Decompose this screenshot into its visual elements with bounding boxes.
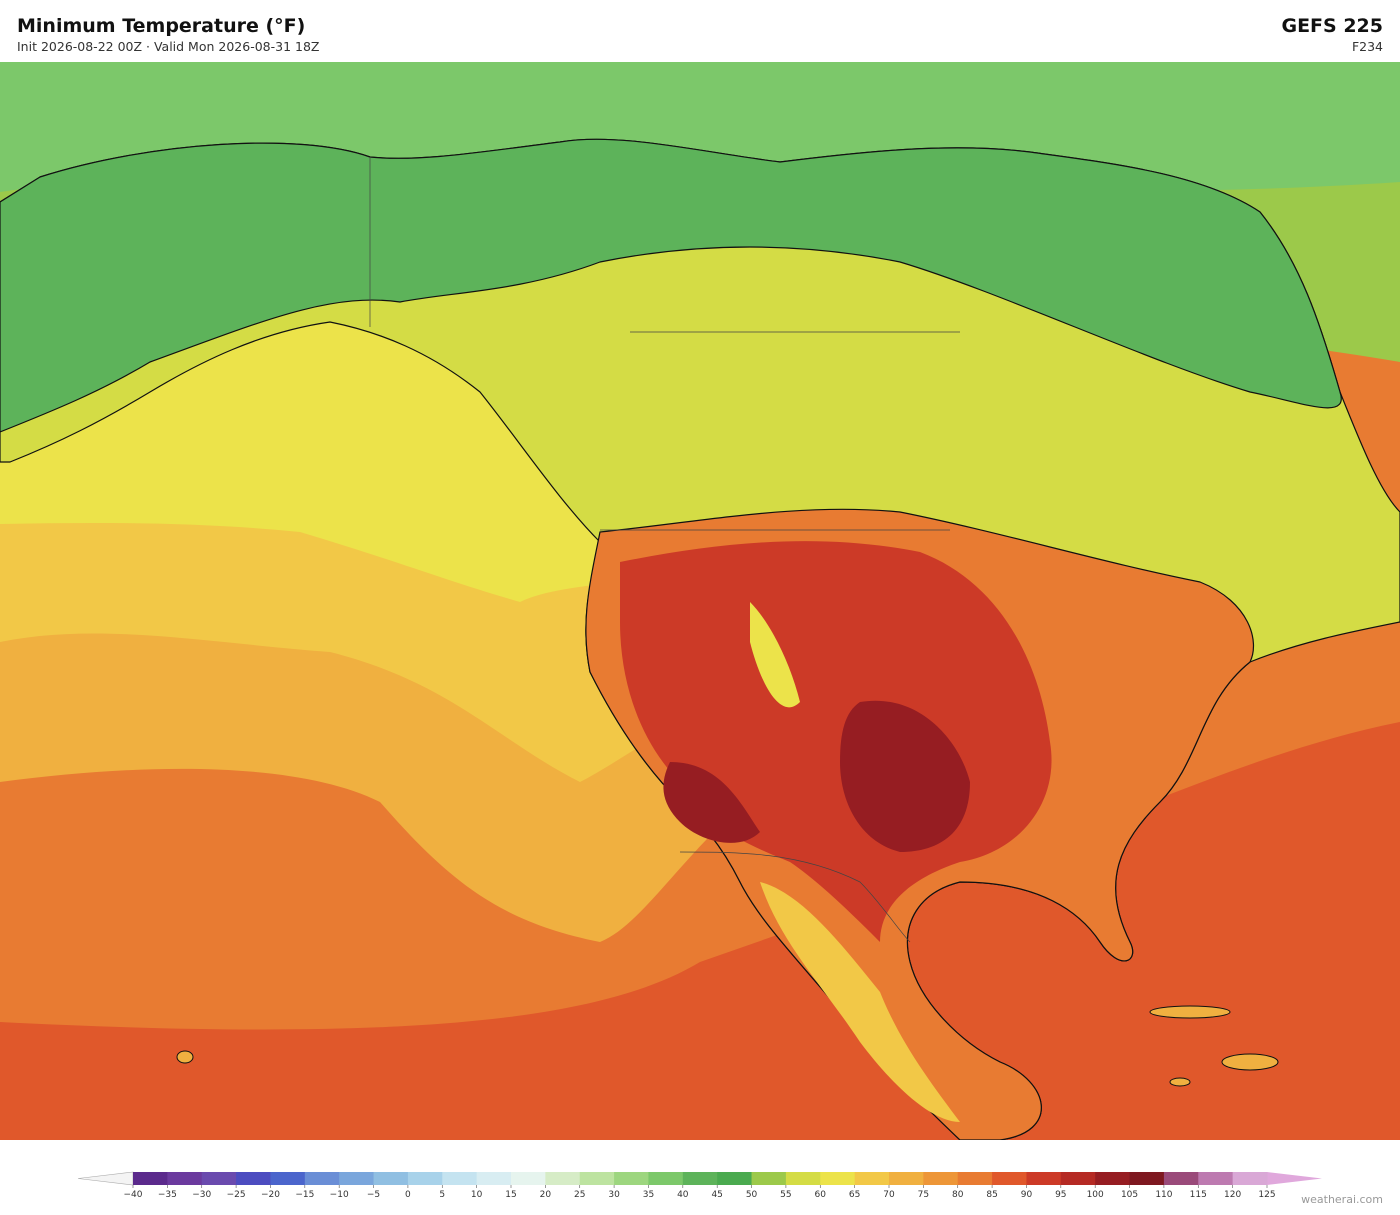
colorbar-tick-label: 100 (1087, 1190, 1104, 1200)
colorbar-swatch (751, 1172, 787, 1185)
colorbar-tick-label: −5 (367, 1190, 380, 1200)
colorbar-tick-label: 0 (405, 1190, 411, 1200)
islands (176, 1005, 1279, 1087)
colorbar-swatch (133, 1172, 168, 1185)
colorbar-tick-label: 35 (643, 1190, 654, 1200)
colorbar-swatch (1095, 1172, 1131, 1185)
colorbar-tick-label: 75 (918, 1190, 929, 1200)
colorbar-tick-label: 115 (1190, 1190, 1207, 1200)
colorbar-tick-label: 50 (746, 1190, 758, 1200)
colorbar-tick-label: 25 (574, 1190, 585, 1200)
colorbar-tick-label: −10 (330, 1190, 349, 1200)
colorbar-swatch (992, 1172, 1027, 1185)
colorbar-swatch (270, 1172, 306, 1185)
colorbar-swatch (304, 1172, 340, 1185)
colorbar-swatch (889, 1172, 924, 1185)
borders (369, 157, 960, 943)
land-field (0, 138, 1400, 1140)
colorbar-tick-label: 30 (608, 1190, 620, 1200)
colorbar-tick-label: 95 (1055, 1190, 1066, 1200)
colorbar-tick-label: 45 (711, 1190, 722, 1200)
colorbar-swatch (545, 1172, 581, 1185)
colorbar-swatch (820, 1172, 856, 1185)
colorbar-swatch (957, 1172, 993, 1185)
colorbar-tick-label: 85 (986, 1190, 997, 1200)
colorbar-swatch (923, 1172, 959, 1185)
colorbar-swatch (785, 1172, 821, 1185)
colorbar-tick-label: 15 (505, 1190, 516, 1200)
colorbar-swatch (682, 1172, 718, 1185)
temperature-map (0, 62, 1400, 1140)
map-subtitle: Init 2026-08-22 00Z · Valid Mon 2026-08-… (17, 39, 320, 54)
colorbar-swatch (614, 1172, 649, 1185)
colorbar-tick-label: 120 (1224, 1190, 1241, 1200)
colorbar-swatch (339, 1172, 375, 1185)
colorbar-swatch (442, 1172, 478, 1185)
colorbar-swatch (511, 1172, 546, 1185)
colorbar-tick-label: 110 (1155, 1190, 1172, 1200)
colorbar-tick-label: −25 (227, 1190, 246, 1200)
colorbar-extend-low (77, 1171, 134, 1186)
colorbar-tick-label: 5 (439, 1190, 445, 1200)
colorbar-swatch (476, 1172, 512, 1185)
colorbar-tick-label: 10 (471, 1190, 483, 1200)
colorbar-tick-label: 55 (780, 1190, 791, 1200)
model-name: GEFS 225 (1281, 15, 1383, 37)
colorbar-swatch (407, 1172, 443, 1185)
colorbar-tick-label: 80 (952, 1190, 964, 1200)
colorbar: −40 −35 −30 −25 −20 −15 −10 −5 0 5 10 15 20 25 30 35 40 4… (77, 1171, 1322, 1200)
colorbar-swatch (201, 1172, 237, 1185)
colorbar-swatch (236, 1172, 271, 1185)
forecast-hour: F234 (1351, 39, 1383, 54)
colorbar-swatch (717, 1172, 753, 1185)
colorbar-swatch (648, 1172, 684, 1185)
colorbar-swatch (1129, 1172, 1165, 1185)
colorbar-tick-label: −30 (192, 1190, 211, 1200)
colorbar-swatch (1163, 1172, 1199, 1185)
colorbar-swatch (1060, 1172, 1096, 1185)
colorbar-swatch (1232, 1172, 1268, 1185)
colorbar-tick-label: 65 (849, 1190, 860, 1200)
colorbar-tick-label: 20 (540, 1190, 552, 1200)
colorbar-tick-label: −20 (261, 1190, 280, 1200)
colorbar-tick-label: −35 (158, 1190, 177, 1200)
colorbar-tick-label: 125 (1258, 1190, 1275, 1200)
colorbar-tick-label: −40 (124, 1190, 143, 1200)
colorbar-tick-label: −15 (295, 1190, 314, 1200)
colorbar-tick-label: 40 (677, 1190, 689, 1200)
colorbar-swatch (1198, 1172, 1234, 1185)
colorbar-swatch (373, 1172, 409, 1185)
colorbar-extend-high (1267, 1172, 1322, 1185)
colorbar-swatch (1026, 1172, 1062, 1185)
colorbar-swatch (854, 1172, 890, 1185)
colorbar-tick-label: 105 (1121, 1190, 1138, 1200)
map-title: Minimum Temperature (°F) (17, 15, 306, 37)
colorbar-swatch (167, 1172, 203, 1185)
colorbar-tick-label: 70 (883, 1190, 895, 1200)
colorbar-tick-label: 90 (1021, 1190, 1033, 1200)
watermark: weatherai.com (1301, 1193, 1383, 1206)
colorbar-swatch (579, 1172, 615, 1185)
colorbar-tick-label: 60 (815, 1190, 827, 1200)
